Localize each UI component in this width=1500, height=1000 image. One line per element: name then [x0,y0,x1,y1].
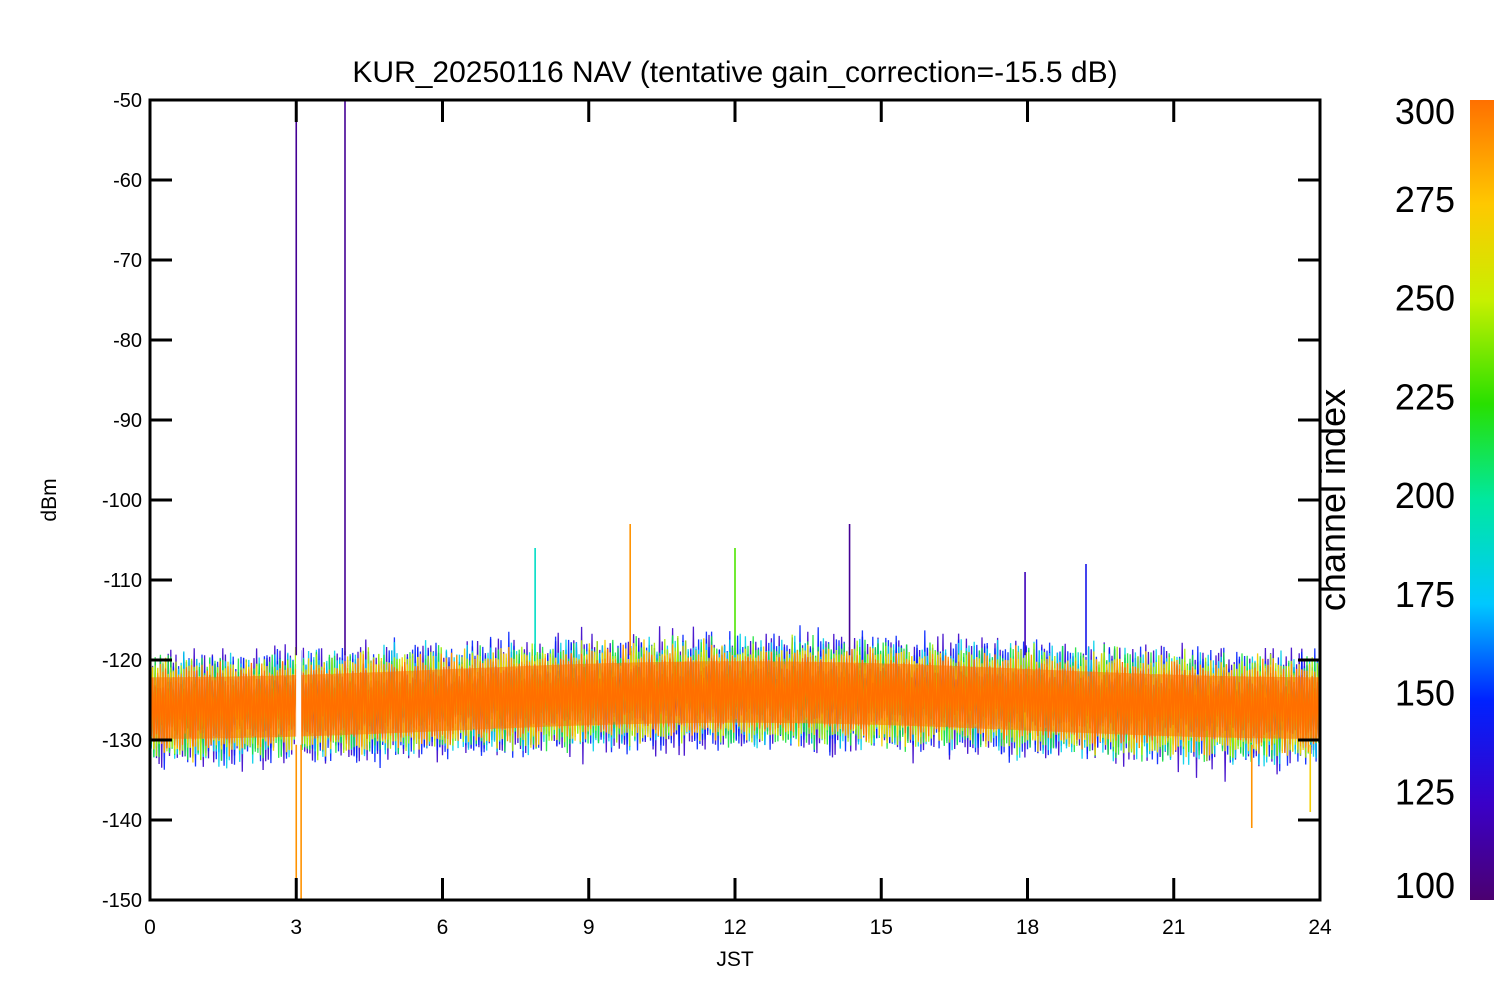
colorbar-tick-label: 300 [1395,91,1455,132]
x-axis-label: JST [716,948,754,971]
colorbar-label: channel index [1312,389,1353,611]
colorbar-tick-label: 225 [1395,376,1455,417]
y-tick-label: -130 [102,730,142,752]
y-tick-label: -150 [102,890,142,912]
data-gap [296,100,302,900]
y-tick-label: -50 [113,90,142,112]
y-tick-label: -120 [102,650,142,672]
colorbar-tick-label: 100 [1395,865,1455,906]
colorbar-tick-label: 275 [1395,179,1455,220]
colorbar-tick-label: 250 [1395,278,1455,319]
y-tick-label: -110 [103,570,142,592]
x-tick-label: 6 [437,916,449,939]
colorbar-tick-label: 125 [1395,771,1455,812]
colorbar [1470,100,1494,900]
series-core-band [150,661,1320,739]
y-tick-label: -80 [113,330,142,352]
y-tick-label: -140 [102,810,142,832]
colorbar-tick-label: 175 [1395,574,1455,615]
x-tick-label: 12 [723,916,746,939]
x-tick-label: 0 [144,916,156,939]
x-axis: 0 3 6 9 12 15 18 21 24 [144,100,1332,939]
plot-frame [148,98,1322,902]
colorbar-tick-label: 200 [1395,475,1455,516]
y-tick-label: -90 [113,410,142,432]
x-tick-label: 15 [870,916,893,939]
y-tick-label: -70 [113,250,142,272]
colorbar-tick-label: 150 [1395,673,1455,714]
y-axis: -50 -60 -70 -80 -90 -100 -110 -120 -130 -140 -150 [102,90,1320,912]
x-tick-label: 18 [1016,916,1039,939]
data-layer [150,100,1320,900]
colorbar-ticks: 300 275 250 225 200 175 150 125 100 [1395,91,1455,906]
y-axis-label: dBm [38,478,61,521]
chart-title: KUR_20250116 NAV (tentative gain_correct… [352,56,1117,89]
x-tick-label: 9 [583,916,595,939]
y-tick-label: -100 [102,490,142,512]
x-tick-label: 24 [1308,916,1332,939]
y-tick-label: -60 [113,170,142,192]
x-tick-label: 3 [290,916,302,939]
x-tick-label: 21 [1162,916,1185,939]
